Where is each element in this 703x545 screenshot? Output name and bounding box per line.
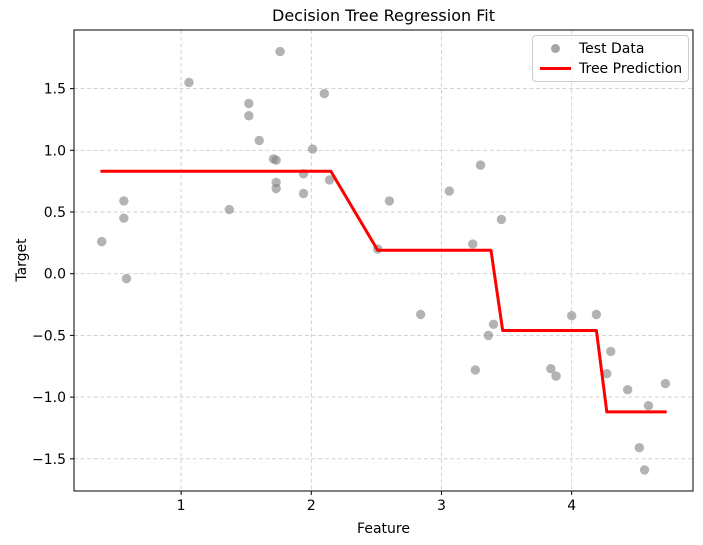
scatter-point xyxy=(483,330,494,341)
scatter-point xyxy=(184,77,194,88)
y-tick-label: 0.5 xyxy=(44,205,66,221)
scatter-point xyxy=(119,213,129,223)
scatter-point xyxy=(622,384,633,395)
scatter-point xyxy=(415,309,426,320)
y-tick-label: −1.0 xyxy=(32,390,66,406)
x-tick-label: 2 xyxy=(307,498,316,514)
scatter-point xyxy=(298,188,309,199)
y-tick-label: −0.5 xyxy=(32,328,66,344)
scatter-point xyxy=(97,236,107,247)
scatter-point xyxy=(488,319,499,329)
scatter-point xyxy=(244,98,254,109)
scatter-point xyxy=(496,214,507,225)
scatter-point xyxy=(254,135,264,146)
scatter-point xyxy=(551,371,561,381)
scatter-point xyxy=(444,186,455,196)
x-tick-label: 4 xyxy=(567,498,576,514)
scatter-point xyxy=(475,160,486,170)
scatter-point xyxy=(119,196,129,206)
scatter-point xyxy=(470,365,481,375)
x-tick-label: 1 xyxy=(177,498,186,514)
y-tick-label: −1.5 xyxy=(32,452,66,468)
scatter-point xyxy=(224,204,235,215)
scatter-point xyxy=(591,309,602,320)
y-axis-label: Target xyxy=(14,238,30,282)
scatter-point xyxy=(602,368,612,379)
scatter-point xyxy=(643,401,654,411)
scatter-marker-icon xyxy=(551,44,560,53)
legend-handle xyxy=(540,44,571,53)
scatter-point xyxy=(660,378,671,389)
scatter-point xyxy=(606,346,616,357)
legend-label-tree-prediction: Tree Prediction xyxy=(579,60,683,77)
scatter-point xyxy=(319,88,330,99)
scatter-point xyxy=(271,183,281,194)
scatter-point xyxy=(307,144,318,154)
legend-label-test-data: Test Data xyxy=(579,40,645,57)
y-tick-label: 1.0 xyxy=(44,143,66,159)
scatter-point xyxy=(244,111,254,121)
scatter-point xyxy=(275,46,285,57)
scatter-point xyxy=(271,155,281,165)
scatter-point xyxy=(121,273,132,284)
legend-item-test-data: Test Data xyxy=(533,39,688,58)
scatter-point xyxy=(546,364,556,374)
prediction-line xyxy=(100,169,667,414)
y-tick-label: 1.5 xyxy=(44,82,66,98)
scatter-point xyxy=(634,442,645,453)
legend-item-tree-prediction: Tree Prediction xyxy=(533,59,688,78)
legend: Test Data Tree Prediction xyxy=(532,35,689,82)
chart-title: Decision Tree Regression Fit xyxy=(272,6,495,25)
x-tick-label: 3 xyxy=(437,498,446,514)
axes-spines xyxy=(73,29,694,492)
scatter-point xyxy=(468,239,478,249)
x-axis-label: Feature xyxy=(357,521,410,537)
legend-handle xyxy=(540,67,571,70)
y-tick-label: 0.0 xyxy=(44,267,66,283)
scatter-point xyxy=(639,465,650,475)
line-marker-icon xyxy=(540,67,571,70)
scatter-point xyxy=(384,196,395,206)
scatter-point xyxy=(566,310,577,321)
scatter-point xyxy=(324,175,335,185)
